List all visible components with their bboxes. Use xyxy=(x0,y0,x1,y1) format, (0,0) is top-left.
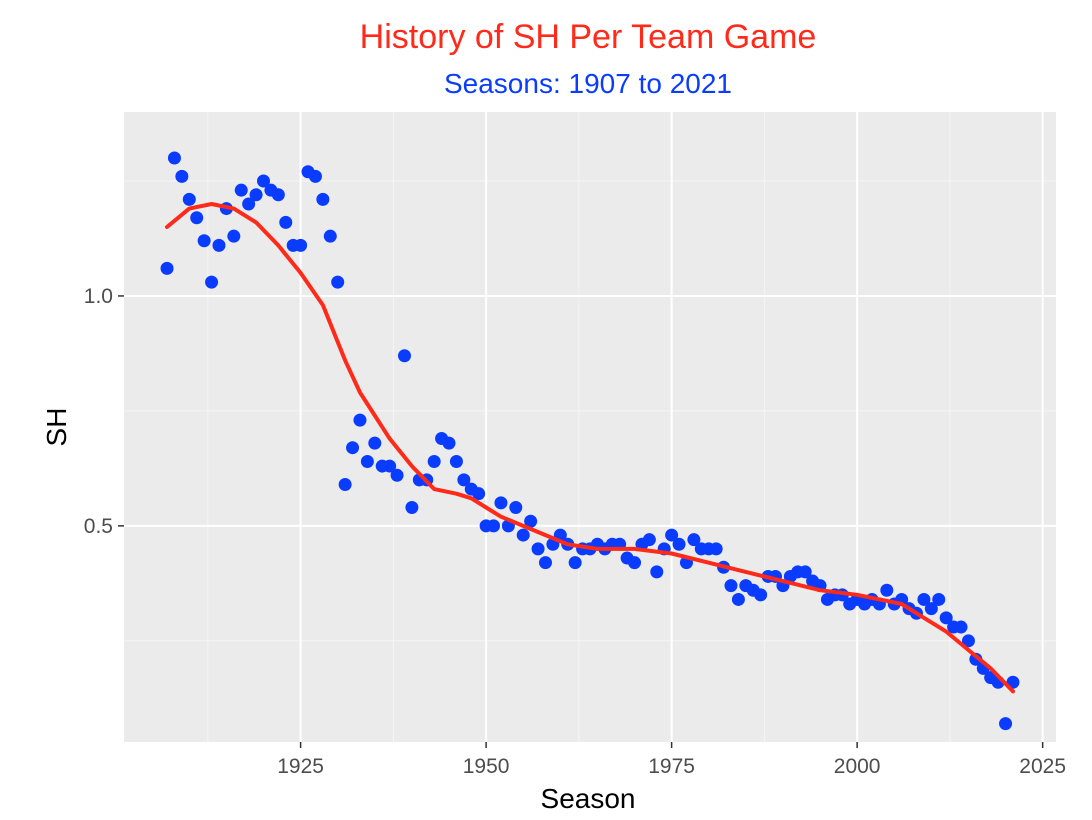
y-axis: 0.5 1.0 xyxy=(84,285,124,538)
data-point xyxy=(709,542,723,556)
data-point xyxy=(665,528,679,542)
data-point xyxy=(449,454,463,468)
data-point xyxy=(880,583,894,597)
data-point xyxy=(472,487,486,501)
data-point xyxy=(360,454,374,468)
data-point xyxy=(628,556,642,570)
data-point xyxy=(331,275,345,289)
data-point xyxy=(323,229,337,243)
data-point xyxy=(167,151,181,165)
data-point xyxy=(687,533,701,547)
data-point xyxy=(961,634,975,648)
data-point xyxy=(346,441,360,455)
y-tick-label: 1.0 xyxy=(84,285,113,308)
chart-subtitle: Seasons: 1907 to 2021 xyxy=(444,68,732,99)
data-point xyxy=(190,211,204,225)
data-point xyxy=(249,188,263,202)
data-point xyxy=(175,169,189,183)
x-tick-label: 2025 xyxy=(1019,755,1066,778)
data-point xyxy=(205,275,219,289)
data-point xyxy=(353,413,367,427)
y-tick-label: 0.5 xyxy=(84,515,113,538)
data-point xyxy=(672,537,686,551)
data-point xyxy=(368,436,382,450)
x-axis-title: Season xyxy=(541,783,636,814)
data-point xyxy=(924,602,938,616)
data-point xyxy=(724,579,738,593)
data-point xyxy=(212,238,226,252)
data-point xyxy=(182,192,196,206)
data-point xyxy=(538,556,552,570)
chart-title: History of SH Per Team Game xyxy=(360,18,817,56)
data-point xyxy=(999,717,1013,731)
data-point xyxy=(516,528,530,542)
y-axis-title: SH xyxy=(41,408,72,447)
data-point xyxy=(568,556,582,570)
data-point xyxy=(509,500,523,514)
data-point xyxy=(524,514,538,528)
x-tick-label: 1925 xyxy=(277,755,324,778)
grid-major xyxy=(124,112,1056,742)
x-axis: 1925 1950 1975 2000 2025 xyxy=(277,742,1066,778)
data-point xyxy=(160,261,174,275)
data-point xyxy=(197,234,211,248)
x-tick-label: 1975 xyxy=(648,755,695,778)
data-point xyxy=(487,519,501,533)
data-point xyxy=(954,620,968,634)
data-point xyxy=(279,215,293,229)
data-point xyxy=(754,588,768,602)
data-point xyxy=(731,592,745,606)
data-point xyxy=(294,238,308,252)
grid-minor xyxy=(124,112,1056,742)
x-tick-label: 1950 xyxy=(463,755,510,778)
smooth-line xyxy=(165,202,1015,694)
data-point xyxy=(271,188,285,202)
data-point xyxy=(257,174,271,188)
data-point xyxy=(308,169,322,183)
data-point xyxy=(227,229,241,243)
data-point xyxy=(390,468,404,482)
data-point xyxy=(316,192,330,206)
data-point xyxy=(442,436,456,450)
data-point xyxy=(642,533,656,547)
data-point xyxy=(234,183,248,197)
data-point xyxy=(397,349,411,363)
data-point xyxy=(932,592,946,606)
data-point xyxy=(427,454,441,468)
data-point xyxy=(405,500,419,514)
data-point xyxy=(650,565,664,579)
data-point xyxy=(383,459,397,473)
data-point xyxy=(939,611,953,625)
data-point xyxy=(798,565,812,579)
data-point xyxy=(338,477,352,491)
data-point xyxy=(494,496,508,510)
x-tick-label: 2000 xyxy=(834,755,881,778)
data-point xyxy=(242,197,256,211)
data-point xyxy=(531,542,545,556)
data-point xyxy=(457,473,471,487)
data-point xyxy=(917,592,931,606)
plot-panel xyxy=(124,112,1056,742)
